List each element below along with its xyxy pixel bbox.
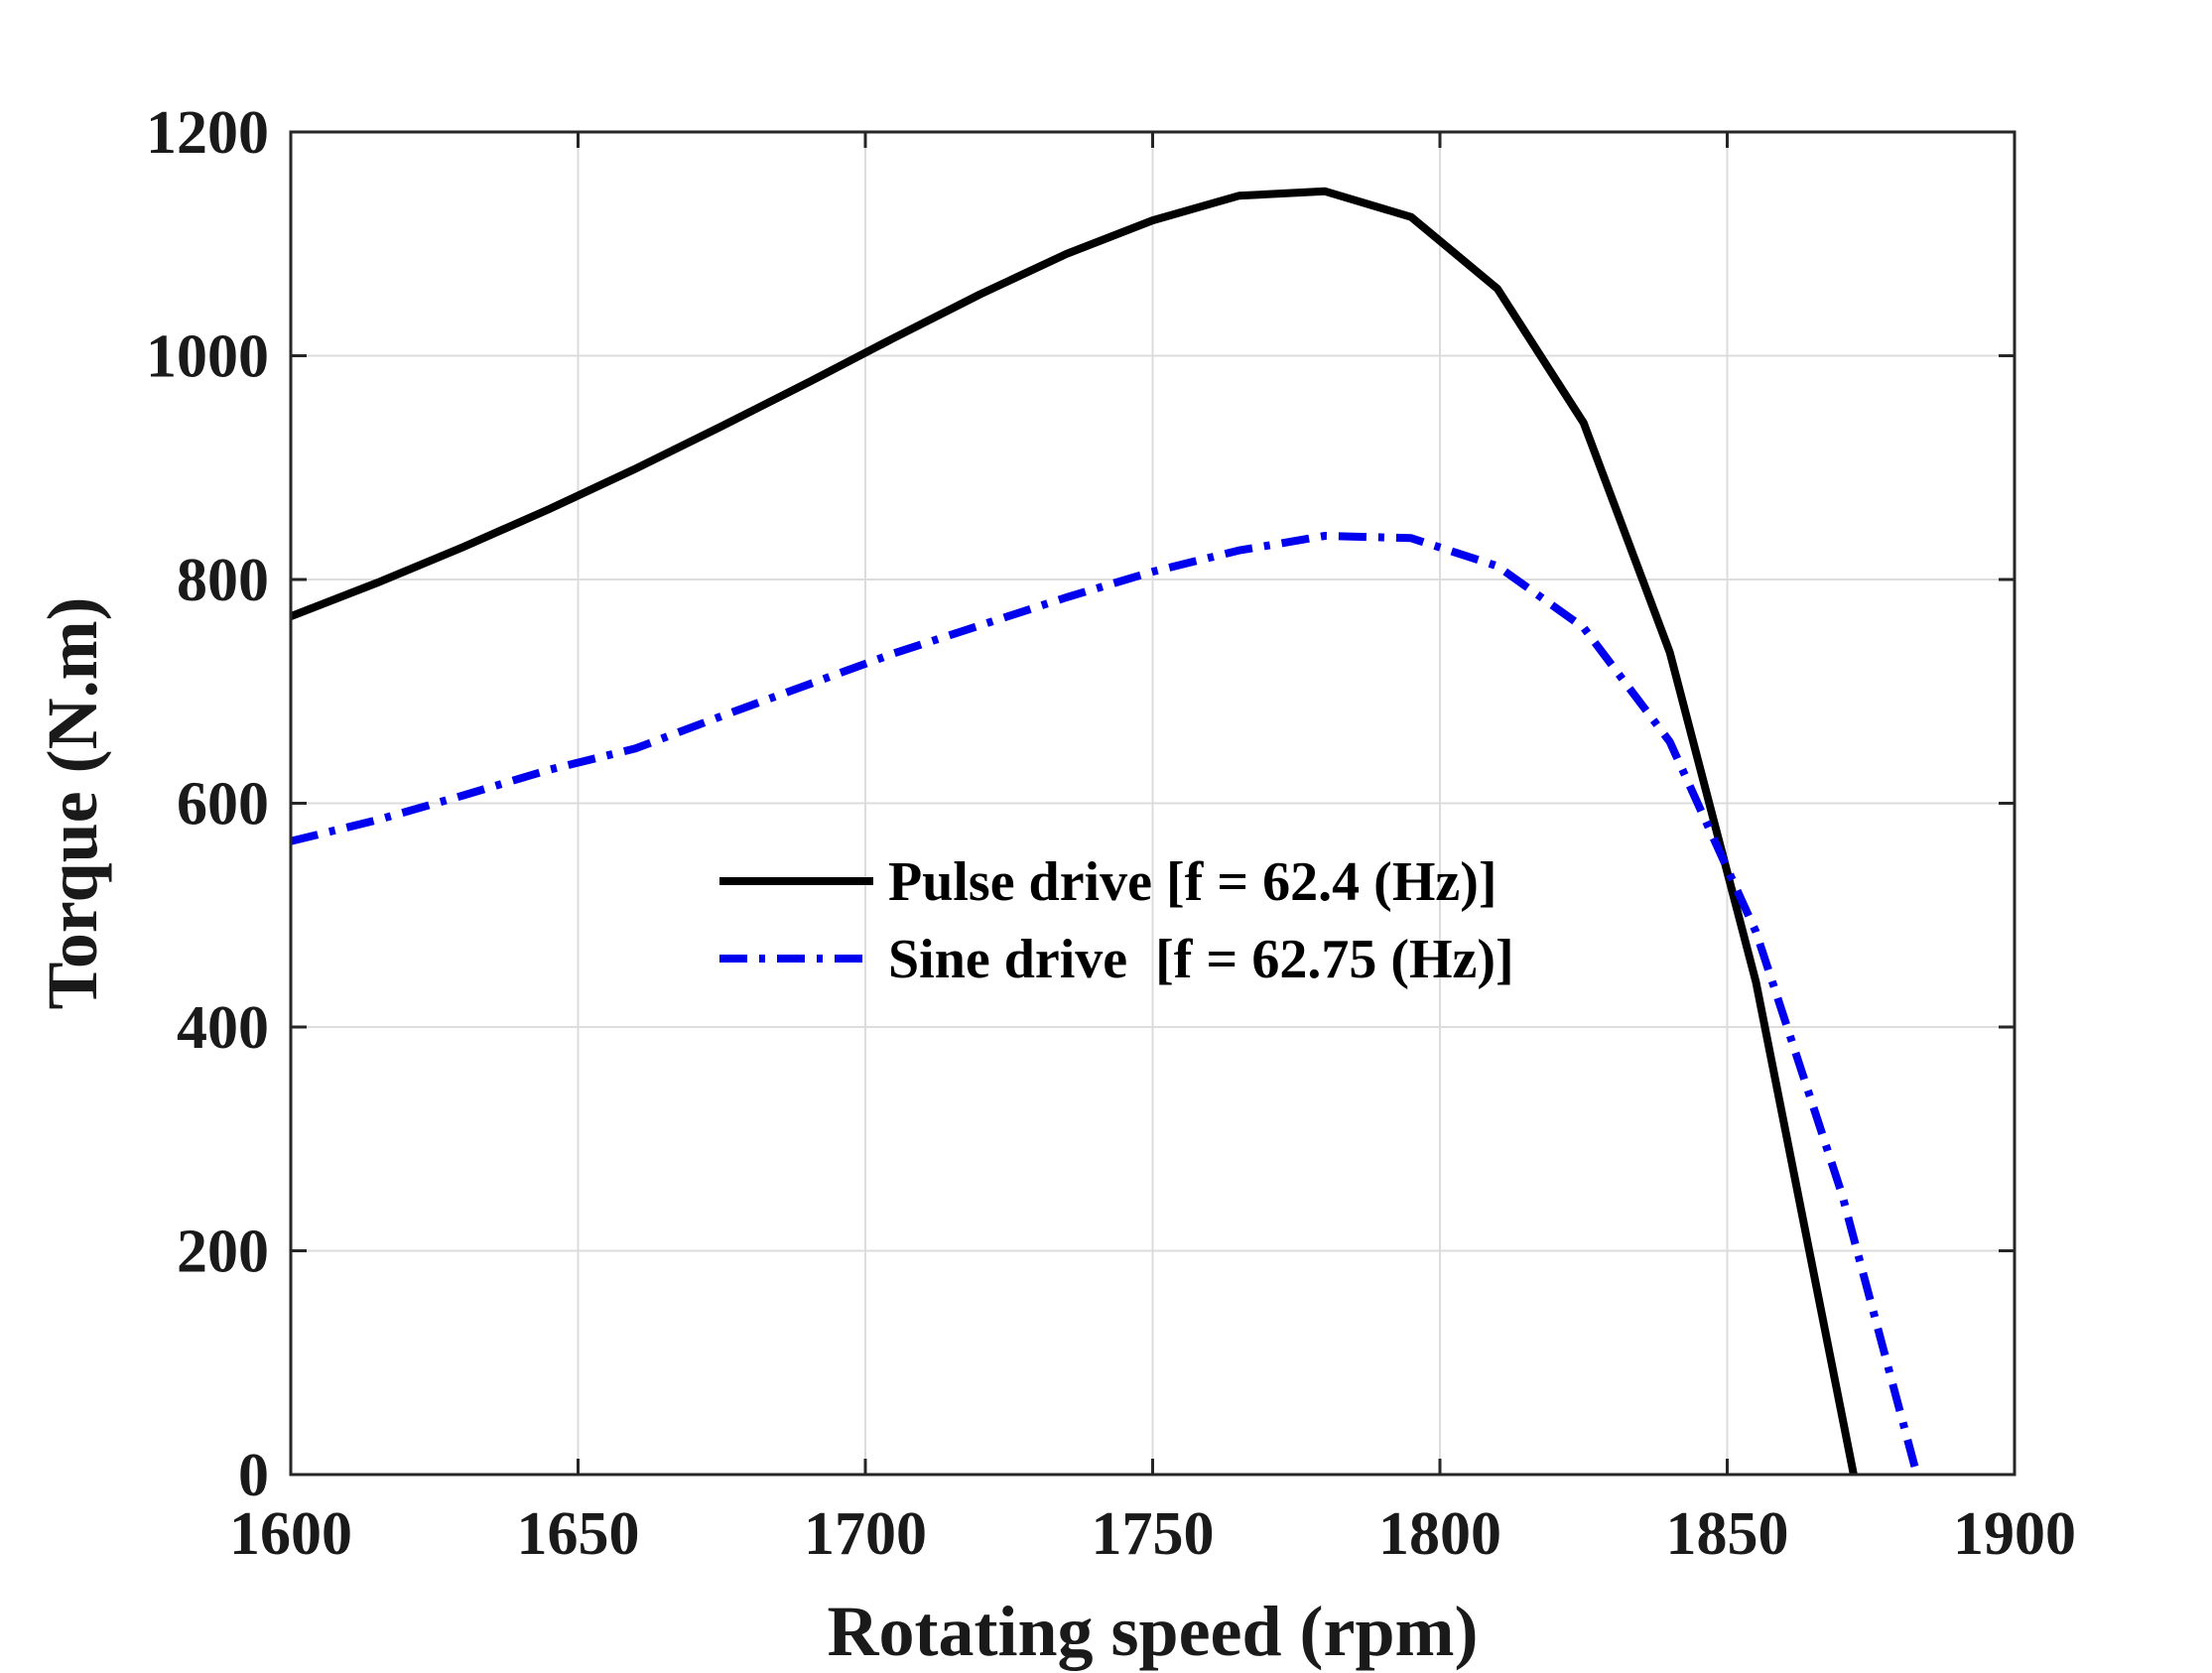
x-tick-label: 1650: [517, 1500, 640, 1568]
tick-marks: [289, 130, 2017, 1477]
x-tick-label: 1800: [1378, 1500, 1501, 1568]
x-tick-labels: 1600 1650 1700 1750 1800 1850 1900: [229, 1500, 2076, 1568]
x-tick-label: 1700: [804, 1500, 927, 1568]
y-tick-label: 200: [177, 1219, 269, 1286]
x-axis-title: Rotating speed (rpm): [828, 1592, 1479, 1671]
y-tick-label: 400: [177, 994, 269, 1062]
y-tick-label: 1000: [146, 323, 269, 391]
series-line-pulse-drive: [291, 187, 1858, 1475]
x-tick-label: 1850: [1666, 1500, 1789, 1568]
x-tick-label: 1750: [1092, 1500, 1215, 1568]
y-tick-label: 600: [177, 771, 269, 838]
grid-lines: [290, 131, 2016, 1476]
x-tick-label: 1900: [1953, 1500, 2076, 1568]
legend: Pulse drive [f = 62.4 (Hz)] Sine drive […: [719, 851, 1514, 990]
x-tick-label: 1600: [229, 1500, 352, 1568]
y-tick-label: 0: [238, 1442, 269, 1509]
y-axis-title: Torque (N.m): [33, 596, 112, 1009]
y-tick-labels: 0 200 400 600 800 1000 1200: [146, 99, 269, 1509]
legend-label-pulse: Pulse drive [f = 62.4 (Hz)]: [888, 851, 1497, 913]
series-layer: [291, 187, 1921, 1475]
y-tick-label: 1200: [146, 99, 269, 167]
legend-label-sine: Sine drive [f = 62.75 (Hz)]: [888, 929, 1514, 990]
series-line-sine-drive: [291, 532, 1921, 1475]
y-tick-label: 800: [177, 547, 269, 614]
